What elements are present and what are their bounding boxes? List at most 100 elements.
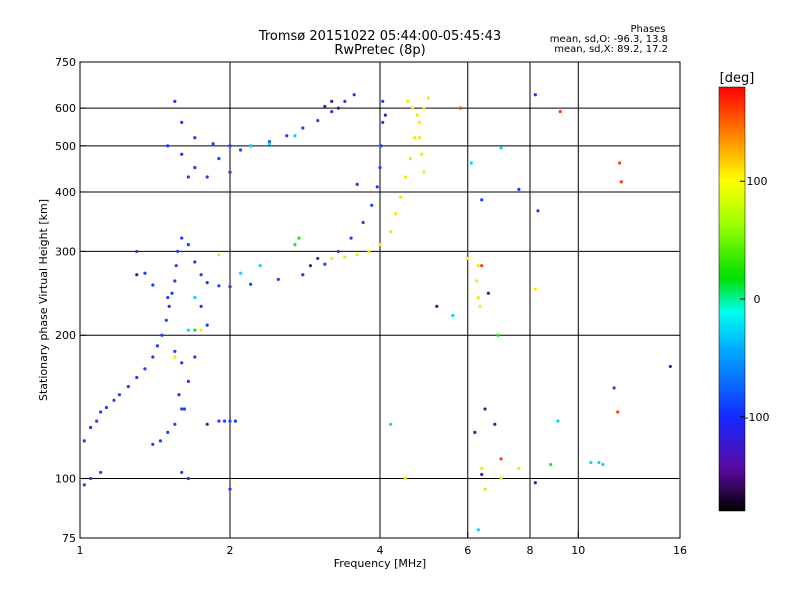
- x-axis-label: Frequency [MHz]: [334, 557, 426, 570]
- data-point: [301, 126, 305, 130]
- data-point: [238, 271, 243, 275]
- data-point: [517, 187, 521, 191]
- data-point: [533, 287, 537, 291]
- data-point: [249, 282, 253, 286]
- data-point: [496, 333, 500, 337]
- data-point: [193, 166, 197, 170]
- data-point: [99, 470, 103, 475]
- data-point: [422, 106, 426, 110]
- data-point: [406, 99, 410, 103]
- data-point: [330, 110, 334, 114]
- data-point: [533, 93, 537, 97]
- data-point: [616, 410, 620, 414]
- y-axis-label: Stationary phase Virtual Height [km]: [37, 199, 50, 401]
- data-point: [349, 236, 353, 240]
- data-point: [180, 470, 184, 475]
- data-point: [323, 262, 327, 266]
- data-point: [104, 405, 109, 410]
- y-tick-label: 750: [55, 56, 76, 69]
- data-point: [193, 355, 197, 359]
- data-point: [478, 304, 482, 308]
- data-point: [381, 120, 385, 124]
- data-point: [205, 422, 209, 426]
- data-point: [388, 422, 393, 426]
- x-tick-label: 8: [527, 544, 534, 557]
- data-point: [228, 487, 232, 491]
- data-point: [378, 243, 382, 247]
- data-point: [355, 253, 359, 257]
- data-point: [619, 180, 623, 184]
- data-point: [367, 249, 371, 254]
- data-point: [417, 136, 422, 140]
- data-point: [476, 528, 480, 532]
- data-point: [205, 323, 209, 327]
- data-point: [408, 157, 412, 161]
- y-axis-ticks: 75 100 200 300 400 500 600 750: [55, 56, 86, 545]
- data-point: [469, 161, 473, 165]
- data-point: [293, 134, 297, 138]
- data-point: [476, 264, 480, 268]
- data-point: [228, 419, 232, 423]
- data-point: [420, 152, 424, 156]
- chart-title: Tromsø 20151022 05:44:00-05:45:43: [258, 29, 501, 44]
- data-point: [378, 166, 382, 170]
- data-point: [180, 152, 184, 156]
- data-point: [117, 393, 122, 397]
- data-point: [160, 333, 164, 337]
- data-point: [308, 264, 313, 268]
- data-point: [228, 144, 232, 148]
- data-point: [170, 291, 174, 295]
- data-point: [415, 113, 419, 117]
- data-point: [193, 295, 197, 300]
- data-point: [388, 230, 393, 234]
- data-point: [238, 148, 243, 152]
- y-tick-label: 300: [55, 245, 76, 258]
- data-point: [135, 249, 139, 254]
- data-point: [473, 430, 477, 434]
- data-point: [186, 328, 190, 332]
- data-point: [399, 195, 403, 199]
- data-point: [217, 419, 221, 423]
- data-point: [173, 99, 177, 103]
- data-point: [276, 277, 280, 282]
- data-point: [480, 466, 484, 471]
- data-point: [151, 442, 155, 446]
- data-point: [403, 476, 408, 481]
- data-point: [493, 422, 497, 426]
- data-point: [355, 182, 359, 186]
- data-point: [499, 476, 503, 481]
- data-point: [217, 253, 221, 257]
- data-point: [164, 318, 168, 322]
- data-points: [82, 93, 672, 532]
- data-point: [285, 134, 289, 138]
- data-point: [330, 256, 334, 261]
- data-point: [301, 273, 305, 277]
- colorbar-ticks: -100 0 100: [740, 175, 769, 424]
- data-point: [517, 466, 521, 471]
- data-point: [211, 142, 215, 146]
- data-point: [249, 144, 253, 148]
- data-point: [186, 175, 190, 179]
- phase-stats-heading: Phases: [630, 24, 665, 35]
- data-point: [536, 209, 540, 213]
- chart-subtitle: RwPretec (8p): [334, 43, 425, 58]
- data-point: [193, 260, 197, 264]
- data-point: [375, 185, 379, 189]
- data-point: [135, 375, 139, 380]
- data-point: [205, 280, 209, 285]
- data-point: [417, 120, 422, 124]
- data-point: [176, 249, 180, 254]
- colorbar-tick-label: 100: [747, 175, 768, 188]
- data-point: [316, 256, 320, 261]
- data-point: [668, 364, 672, 369]
- data-point: [370, 203, 374, 207]
- data-point: [413, 136, 417, 140]
- x-tick-label: 16: [673, 544, 687, 557]
- data-point: [267, 142, 272, 146]
- y-tick-label: 400: [55, 186, 76, 199]
- data-point: [426, 96, 430, 100]
- data-point: [82, 483, 86, 487]
- phase-stats-x-mode: mean, sd,X: 89.2, 17.2: [554, 44, 668, 55]
- data-point: [381, 99, 385, 103]
- data-point: [180, 120, 184, 124]
